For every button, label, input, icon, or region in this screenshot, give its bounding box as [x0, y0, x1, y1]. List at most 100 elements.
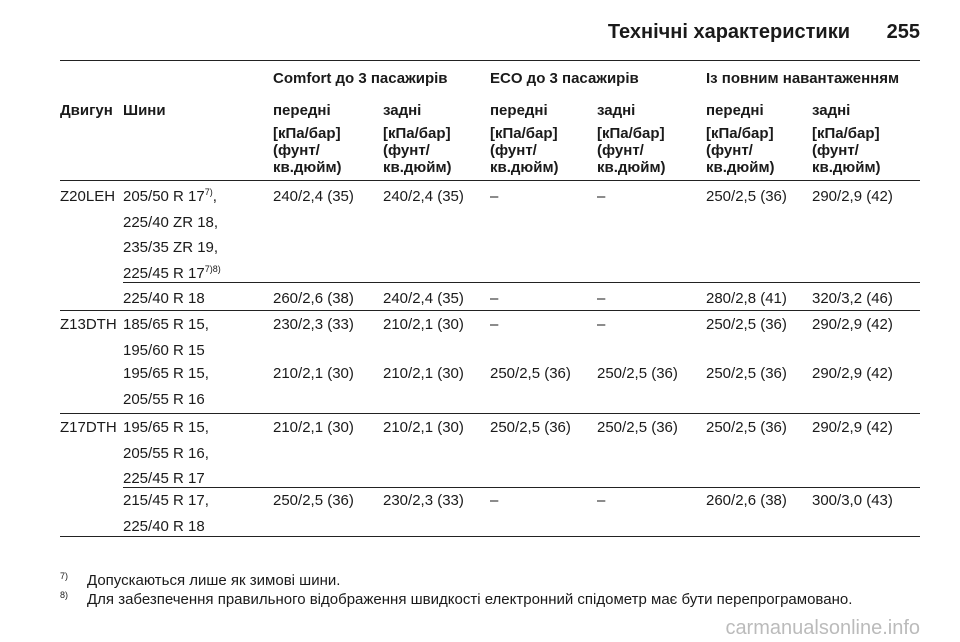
unit-header: [кПа/бар] [706, 125, 774, 142]
tire: 195/65 R 15, [123, 365, 209, 382]
tire: 225/40 R 18 [123, 518, 205, 535]
tire-text: 195/65 R 15, [123, 419, 209, 436]
group-header: ECO до 3 пасажирів [490, 70, 639, 87]
unit-header: кв.дюйм) [383, 159, 452, 176]
tire-text: , [212, 188, 217, 205]
pressure: 230/2,3 (33) [273, 316, 354, 333]
unit-header: кв.дюйм) [490, 159, 559, 176]
axle-header: задні [597, 102, 636, 119]
pressure: 240/2,4 (35) [273, 188, 354, 205]
pressure: 210/2,1 (30) [383, 365, 464, 382]
engine: Z13DTH [60, 316, 117, 333]
tire: 235/35 ZR 19, [123, 239, 218, 256]
unit-header: (фунт/ [812, 142, 859, 159]
tire: 185/65 R 15, [123, 316, 209, 333]
tire: 195/60 R 15 [123, 342, 205, 359]
tire-text: 205/55 R 16, [123, 444, 209, 462]
footnote-ref: 7)8) [204, 263, 221, 274]
pressure: 280/2,8 (41) [706, 290, 787, 307]
pressure: 290/2,9 (42) [812, 188, 893, 205]
tire-text: 205/50 R 17 [123, 188, 205, 205]
tire-text: 215/45 R 17, [123, 492, 209, 509]
header-rule [60, 60, 920, 61]
pressure: 250/2,5 (36) [706, 188, 787, 205]
unit-header: (фунт/ [383, 142, 430, 159]
tire: 225/45 R 177)8) [123, 263, 221, 282]
engine-header: Двигун [60, 102, 113, 119]
tire-text: 235/35 ZR 19, [123, 239, 219, 256]
page-number: 255 [886, 21, 920, 43]
pressure: 210/2,1 (30) [383, 316, 464, 333]
footnote-text: Для забезпечення правильного відображенн… [87, 591, 853, 608]
axle-header: передні [706, 102, 764, 119]
pressure: 250/2,5 (36) [490, 365, 571, 382]
unit-header: кв.дюйм) [597, 159, 666, 176]
tire: 225/40 R 18 [123, 290, 205, 307]
row-rule [60, 310, 920, 311]
unit-header: (фунт/ [273, 142, 320, 159]
pressure: 290/2,9 (42) [812, 365, 893, 382]
tire: 225/45 R 17 [123, 470, 205, 487]
group-header: Comfort до 3 пасажирів [273, 70, 448, 87]
row-rule [60, 413, 920, 414]
pressure: 210/2,1 (30) [273, 365, 354, 382]
tire: 195/65 R 15, [123, 419, 209, 436]
footnote-mark: 8) [60, 590, 69, 600]
table-rule [60, 180, 920, 181]
tire-text: 225/45 R 17 [123, 264, 205, 282]
unit-header: кв.дюйм) [706, 159, 775, 176]
tire-text: 195/65 R 15, [123, 365, 209, 382]
axle-header: задні [383, 102, 422, 119]
pressure: 250/2,5 (36) [597, 419, 678, 436]
footnote-ref: 7) [204, 187, 213, 197]
pressure: 260/2,6 (38) [706, 492, 787, 509]
unit-header: [кПа/бар] [597, 125, 665, 142]
axle-header: передні [490, 102, 548, 119]
pressure: – [490, 290, 499, 307]
watermark: carmanualsonline.info [725, 617, 920, 639]
pressure: 250/2,5 (36) [273, 492, 354, 509]
tire-text: 185/65 R 15, [123, 316, 209, 333]
pressure: 240/2,4 (35) [383, 290, 464, 307]
pressure: – [597, 290, 606, 307]
footnote-mark: 7) [60, 571, 69, 581]
axle-header: задні [812, 102, 851, 119]
tire-text: 225/40 R 18 [123, 517, 205, 535]
pressure: 250/2,5 (36) [597, 365, 678, 382]
footnote-text: Допускаються лише як зимові шини. [87, 572, 341, 589]
tires-header: Шини [123, 102, 166, 119]
pressure: 300/3,0 (43) [812, 492, 893, 509]
pressure: 250/2,5 (36) [706, 365, 787, 382]
tire: 205/50 R 177), [123, 187, 217, 206]
unit-header: (фунт/ [706, 142, 753, 159]
tire-text: 225/40 ZR 18, [123, 213, 219, 231]
tire: 225/40 ZR 18, [123, 214, 218, 231]
pressure: 210/2,1 (30) [273, 419, 354, 436]
pressure: – [490, 316, 499, 333]
unit-header: (фунт/ [597, 142, 644, 159]
pressure: – [597, 316, 606, 333]
unit-header: кв.дюйм) [812, 159, 881, 176]
row-rule [60, 536, 920, 537]
row-rule [123, 487, 920, 488]
tire: 205/55 R 16, [123, 445, 209, 462]
pressure: 240/2,4 (35) [383, 188, 464, 205]
unit-header: [кПа/бар] [812, 125, 880, 142]
row-rule [123, 282, 920, 283]
pressure: 250/2,5 (36) [706, 316, 787, 333]
unit-header: [кПа/бар] [273, 125, 341, 142]
engine: Z17DTH [60, 419, 117, 436]
pressure: – [597, 492, 606, 509]
pressure: 250/2,5 (36) [490, 419, 571, 436]
tire-text: 225/45 R 17 [123, 470, 205, 487]
unit-header: (фунт/ [490, 142, 537, 159]
pressure: 260/2,6 (38) [273, 290, 354, 307]
tire-text: 195/60 R 15 [123, 341, 205, 359]
pressure: 210/2,1 (30) [383, 419, 464, 436]
page-title: Технічні характеристики [607, 21, 850, 43]
pressure: 230/2,3 (33) [383, 492, 464, 509]
tire: 215/45 R 17, [123, 492, 209, 509]
unit-header: [кПа/бар] [383, 125, 451, 142]
unit-header: [кПа/бар] [490, 125, 558, 142]
